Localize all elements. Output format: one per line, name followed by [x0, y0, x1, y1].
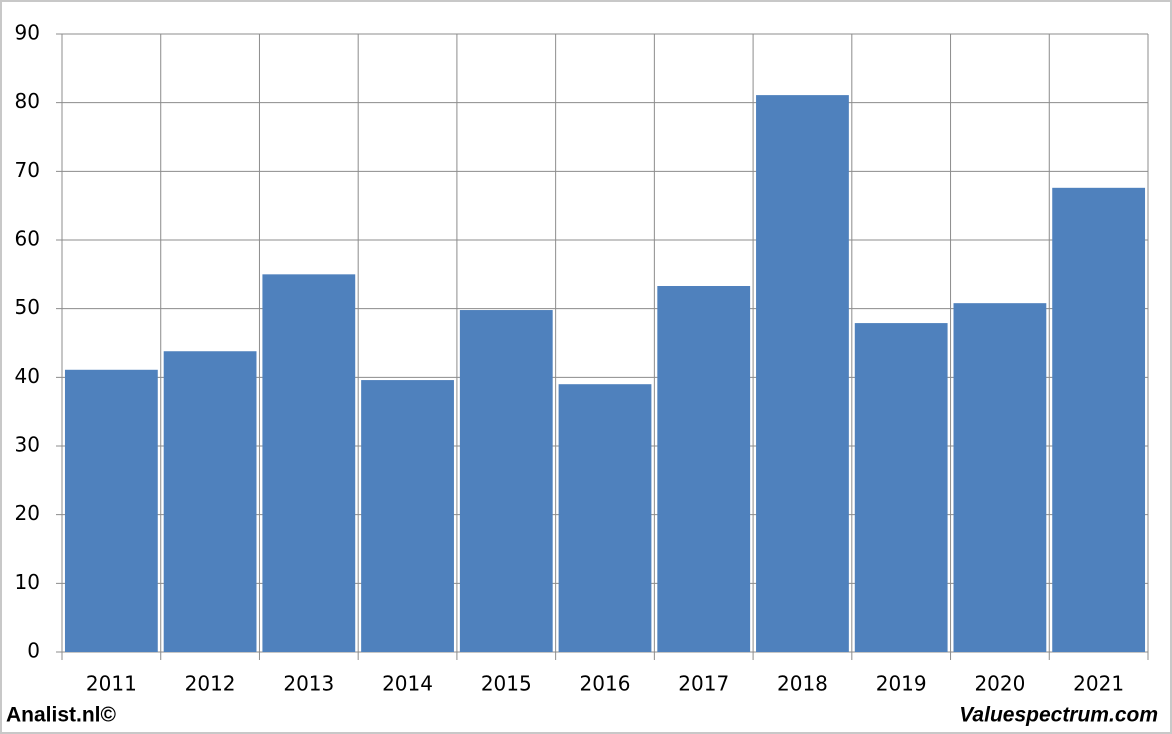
- bar: [657, 286, 751, 652]
- bar: [756, 95, 849, 652]
- y-tick-label: 40: [15, 364, 40, 388]
- y-tick-label: 90: [15, 21, 40, 45]
- x-tick-label: 2020: [974, 672, 1025, 696]
- bar: [64, 369, 158, 652]
- x-tick-label: 2013: [283, 672, 334, 696]
- footer-right: Valuespectrum.com: [959, 704, 1158, 727]
- x-tick-label: 2017: [678, 672, 729, 696]
- x-tick-label: 2012: [185, 672, 236, 696]
- y-tick-label: 0: [27, 639, 40, 663]
- y-tick-label: 30: [15, 433, 40, 457]
- x-tick-label: 2011: [86, 672, 137, 696]
- bar: [262, 274, 356, 652]
- bar: [1052, 187, 1146, 652]
- bar: [558, 384, 652, 652]
- y-tick-label: 70: [15, 158, 40, 182]
- x-tick-label: 2018: [777, 672, 828, 696]
- bar: [163, 351, 257, 652]
- x-tick-label: 2015: [481, 672, 532, 696]
- y-tick-label: 50: [15, 295, 40, 319]
- x-tick-label: 2019: [876, 672, 927, 696]
- footer-left: Analist.nl©: [6, 704, 117, 727]
- x-tick-label: 2021: [1073, 672, 1124, 696]
- y-tick-label: 60: [15, 227, 40, 251]
- y-tick-label: 80: [15, 89, 40, 113]
- bar: [459, 310, 553, 652]
- y-tick-label: 10: [15, 570, 40, 594]
- bar: [854, 323, 948, 652]
- x-tick-label: 2016: [580, 672, 631, 696]
- bar: [361, 380, 454, 652]
- bar: [953, 303, 1047, 652]
- y-tick-label: 20: [15, 501, 40, 525]
- x-tick-label: 2014: [382, 672, 433, 696]
